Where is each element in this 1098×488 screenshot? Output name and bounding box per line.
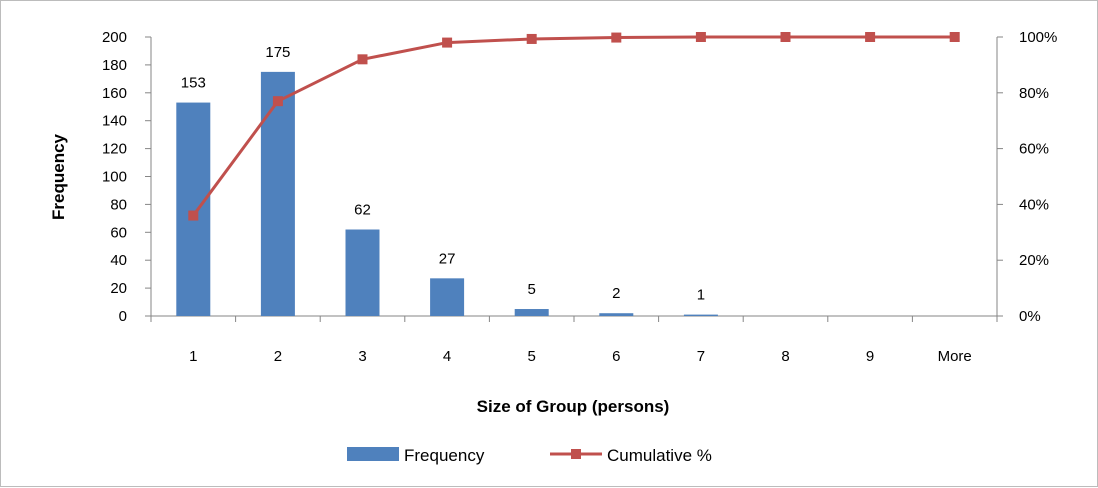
cumulative-line-path — [192, 35, 955, 217]
left-tick-label: 40 — [110, 252, 127, 269]
bar-data-label: 62 — [354, 202, 371, 219]
cumulative-marker — [442, 37, 453, 48]
x-tick-label: 7 — [697, 348, 705, 365]
cumulative-marker — [611, 32, 622, 43]
right-tick-label: 80% — [1019, 85, 1049, 102]
frequency-bar — [683, 314, 718, 316]
left-tick-label: 180 — [102, 57, 127, 74]
bar-data-label: 153 — [181, 75, 206, 92]
y-axis-title: Frequency — [49, 133, 68, 220]
bar-data-label: 2 — [612, 285, 620, 302]
frequency-bar — [514, 309, 549, 316]
right-tick-label: 100% — [1019, 29, 1057, 46]
x-tick-label: 6 — [612, 348, 620, 365]
left-tick-label: 20 — [110, 280, 127, 297]
frequency-bars — [176, 71, 718, 316]
cumulative-marker — [188, 210, 199, 221]
frequency-bar — [260, 71, 295, 316]
x-tick-label: 1 — [189, 348, 197, 365]
left-tick-label: 120 — [102, 141, 127, 158]
right-tick-label: 60% — [1019, 141, 1049, 158]
cumulative-marker — [780, 32, 791, 42]
legend: Frequency Cumulative % — [347, 446, 712, 465]
frequency-bar — [430, 278, 465, 316]
bar-data-label: 1 — [697, 287, 705, 304]
bar-data-label: 5 — [528, 281, 536, 298]
left-axis-ticks: 0 20 40 60 80 100 120 140 160 180 200 — [102, 29, 151, 325]
x-axis-title: Size of Group (persons) — [477, 397, 670, 416]
cumulative-marker — [272, 96, 283, 107]
left-tick-label: 0 — [119, 308, 127, 325]
legend-cumulative-swatch-marker — [571, 449, 581, 459]
left-tick-label: 160 — [102, 85, 127, 102]
x-tick-label: 2 — [274, 348, 282, 365]
bar-data-labels: 153 175 62 27 5 2 1 — [181, 44, 705, 304]
x-tick-label: 8 — [781, 348, 789, 365]
left-tick-label: 100 — [102, 169, 127, 186]
legend-frequency-swatch — [347, 447, 399, 461]
cumulative-marker — [949, 32, 960, 42]
left-tick-label: 80 — [110, 196, 127, 213]
legend-frequency-label: Frequency — [404, 446, 485, 465]
x-tick-label: 9 — [866, 348, 874, 365]
left-tick-label: 60 — [110, 224, 127, 241]
x-tick-label: 5 — [528, 348, 536, 365]
cumulative-marker — [695, 32, 706, 42]
frequency-bar — [176, 102, 211, 316]
cumulative-marker — [526, 33, 537, 44]
right-axis-ticks: 0% 20% 40% 60% 80% 100% — [997, 29, 1057, 325]
x-tick-label: More — [938, 348, 972, 365]
cumulative-marker — [357, 54, 368, 65]
right-tick-label: 0% — [1019, 308, 1041, 325]
x-tick-label: 3 — [358, 348, 366, 365]
cumulative-line — [188, 32, 960, 221]
bar-data-label: 27 — [439, 250, 456, 267]
bar-data-label: 175 — [265, 44, 290, 61]
frequency-bar — [345, 229, 380, 316]
right-tick-label: 20% — [1019, 252, 1049, 269]
legend-cumulative-label: Cumulative % — [607, 446, 712, 465]
left-tick-label: 140 — [102, 113, 127, 130]
left-tick-label: 200 — [102, 29, 127, 46]
cumulative-marker — [865, 32, 876, 42]
x-tick-label: 4 — [443, 348, 451, 365]
frequency-bar — [599, 313, 634, 316]
x-axis-ticks: 1 2 3 4 5 6 7 8 9 More — [150, 316, 998, 365]
right-tick-label: 40% — [1019, 196, 1049, 213]
